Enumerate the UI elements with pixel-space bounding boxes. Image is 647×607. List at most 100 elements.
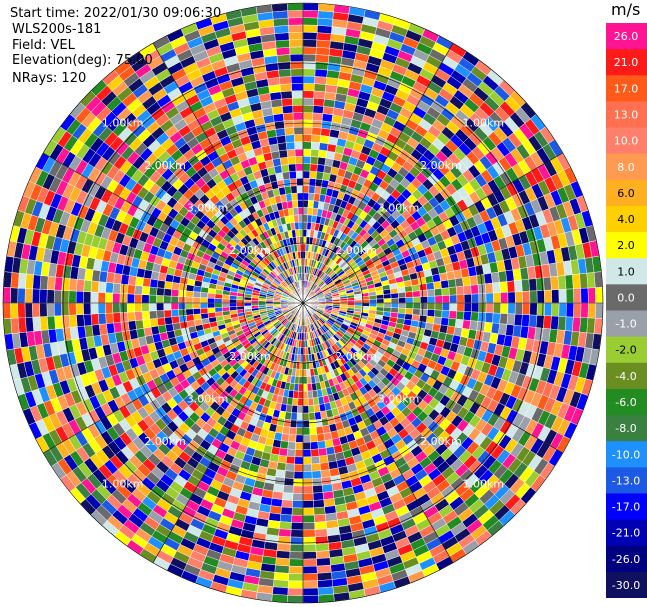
velocity-gate — [287, 580, 304, 589]
velocity-gate — [142, 318, 152, 329]
velocity-gate — [302, 185, 310, 194]
velocity-gate — [280, 90, 293, 100]
velocity-gate — [292, 485, 304, 494]
velocity-gate — [68, 278, 78, 292]
velocity-gate — [397, 291, 407, 299]
velocity-gate — [564, 274, 574, 290]
velocity-gate — [317, 17, 334, 27]
velocity-gate — [274, 32, 290, 42]
nrays-label: NRays: 120 — [12, 71, 87, 86]
colorbar-tick-label: -10.0 — [612, 448, 640, 461]
range-ring-label: 3.00km — [378, 202, 420, 215]
velocity-gate — [75, 290, 84, 304]
velocity-gate — [295, 427, 304, 436]
velocity-gate — [156, 317, 166, 327]
velocity-gate — [471, 293, 480, 304]
velocity-gate — [302, 17, 319, 26]
velocity-gate — [295, 229, 300, 238]
velocity-gate — [302, 339, 306, 348]
velocity-gate — [419, 308, 428, 317]
colorbar-tick-label: 2.0 — [617, 239, 635, 252]
velocity-gate — [302, 97, 314, 106]
ppi-radar-plot: 1.00km2.00km3.00km2.00km1.00km2.00km3.00… — [2, 2, 604, 604]
velocity-gate — [318, 454, 329, 464]
velocity-gate — [314, 528, 328, 538]
velocity-gate — [287, 2, 304, 11]
velocity-gate — [177, 302, 186, 310]
velocity-gate — [565, 288, 575, 304]
velocity-gate — [302, 412, 310, 421]
velocity-gate — [90, 280, 100, 293]
velocity-gate — [470, 311, 479, 322]
velocity-gate — [499, 281, 509, 293]
velocity-gate — [302, 383, 308, 392]
velocity-gate — [307, 397, 315, 407]
velocity-gate — [199, 297, 208, 304]
colorbar-unit-label: m/s — [611, 0, 641, 19]
velocity-gate — [298, 221, 304, 230]
velocity-gate — [134, 302, 143, 313]
velocity-gate — [306, 376, 312, 385]
colorbar-tick-label: 26.0 — [614, 30, 639, 43]
velocity-gate — [492, 282, 501, 294]
colorbar-tick-label: -17.0 — [612, 501, 640, 514]
velocity-gate — [291, 83, 304, 92]
velocity-gate — [32, 316, 42, 332]
velocity-gate — [214, 302, 223, 308]
elevation-label: Elevation(deg): 75.00 — [12, 53, 153, 68]
velocity-gate — [141, 302, 150, 312]
velocity-gate — [10, 317, 20, 334]
velocity-gate — [25, 316, 34, 333]
velocity-gate — [53, 289, 62, 304]
velocity-gate — [299, 243, 304, 252]
velocity-gate — [295, 434, 304, 443]
velocity-gate — [90, 302, 99, 315]
velocity-gate — [288, 214, 295, 224]
velocity-gate — [31, 288, 41, 304]
velocity-gate — [302, 83, 315, 92]
velocity-gate — [297, 199, 304, 208]
velocity-gate — [290, 68, 304, 77]
velocity-gate — [207, 302, 216, 309]
velocity-gate — [294, 148, 304, 157]
velocity-gate — [276, 543, 291, 552]
velocity-gate — [134, 293, 143, 304]
velocity-gate — [454, 318, 464, 329]
velocity-gate — [313, 90, 326, 100]
velocity-gate — [192, 308, 201, 315]
velocity-gate — [302, 163, 311, 172]
velocity-gate — [426, 282, 435, 291]
velocity-gate — [39, 275, 49, 290]
velocity-gate — [282, 492, 294, 501]
velocity-gate — [163, 295, 172, 304]
velocity-gate — [419, 289, 428, 298]
velocity-gate — [134, 285, 143, 295]
velocity-gate — [221, 302, 230, 308]
velocity-gate — [290, 522, 304, 531]
velocity-gate — [291, 507, 304, 516]
velocity-gate — [478, 293, 487, 304]
velocity-gate — [316, 164, 326, 173]
range-ring-label: 1.00km — [102, 477, 144, 490]
velocity-gate — [105, 312, 114, 324]
velocity-gate — [272, 10, 289, 20]
velocity-gate — [312, 397, 320, 406]
colorbar-tick-label: 10.0 — [614, 135, 639, 148]
velocity-gate — [272, 17, 289, 27]
range-ring-label: 3.00km — [187, 393, 229, 406]
velocity-gate — [317, 440, 327, 450]
velocity-gate — [302, 126, 313, 135]
velocity-gate — [302, 420, 310, 429]
colorbar-tick-label: -13.0 — [612, 474, 640, 487]
velocity-gate — [390, 297, 399, 304]
velocity-gate — [543, 315, 552, 330]
velocity-gate — [199, 307, 209, 315]
velocity-gate — [289, 178, 298, 187]
velocity-gate — [302, 134, 313, 143]
velocity-gate — [279, 156, 289, 166]
velocity-gate — [302, 580, 319, 589]
velocity-gate — [433, 280, 442, 290]
velocity-gate — [306, 383, 313, 392]
velocity-gate — [302, 551, 317, 560]
velocity-gate — [369, 302, 377, 308]
